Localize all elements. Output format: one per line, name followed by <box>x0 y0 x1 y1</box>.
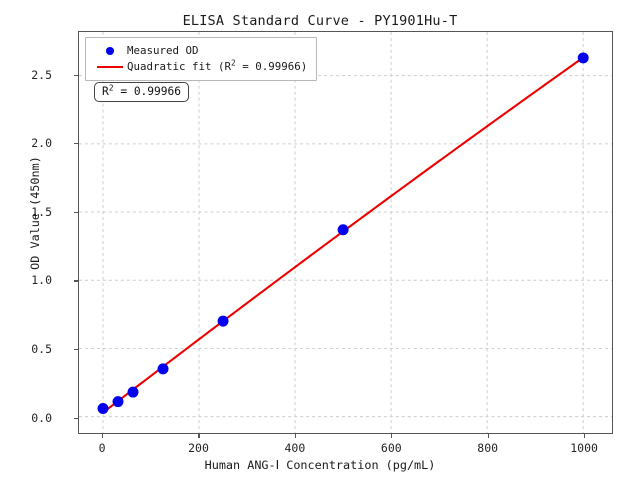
y-tick-mark <box>74 349 78 351</box>
y-axis-label: OD Value (450nm) <box>28 156 42 270</box>
legend-entry-quadratic-fit: Quadratic fit (R2 = 0.99966) <box>93 59 307 75</box>
marker-icon <box>93 47 127 55</box>
x-tick-mark <box>198 434 200 438</box>
y-tick-label: 1.0 <box>31 273 52 288</box>
legend-label-quadratic-fit: Quadratic fit (R2 = 0.99966) <box>127 58 308 73</box>
x-tick-mark <box>102 434 104 438</box>
x-tick-label: 0 <box>98 441 106 455</box>
y-tick-mark <box>74 417 78 419</box>
x-tick-label: 600 <box>380 441 402 455</box>
y-tick-mark <box>74 74 78 76</box>
y-tick-label: 1.5 <box>31 204 52 219</box>
x-tick-label: 200 <box>188 441 209 455</box>
y-tick-label: 2.0 <box>31 136 52 151</box>
x-axis-label: Human ANG-Ⅰ Concentration (pg/mL) <box>204 458 436 472</box>
y-tick-mark <box>74 280 78 282</box>
data-layer <box>97 52 589 414</box>
x-tick-label: 1000 <box>570 441 598 455</box>
y-tick-label: 0.5 <box>31 342 52 356</box>
chart-title: ELISA Standard Curve - PY1901Hu-T <box>182 13 458 29</box>
legend: Measured OD Quadratic fit (R2 = 0.99966) <box>85 37 318 81</box>
x-tick-mark <box>487 434 489 438</box>
y-tick-mark <box>74 211 78 214</box>
x-tick-label: 400 <box>284 441 306 455</box>
y-tick-mark <box>74 143 78 145</box>
legend-entry-measured-od: Measured OD <box>93 43 307 59</box>
y-tick-label: 2.5 <box>31 67 52 82</box>
y-tick-label: 0.0 <box>31 410 52 425</box>
x-tick-mark <box>294 434 296 438</box>
x-tick-mark <box>584 434 586 438</box>
x-tick-label: 800 <box>477 441 499 455</box>
x-tick-mark <box>391 434 393 438</box>
line-icon <box>93 65 127 69</box>
legend-label-measured-od: Measured OD <box>127 44 199 57</box>
r-squared-annotation: R2 = 0.99966 <box>94 82 189 102</box>
